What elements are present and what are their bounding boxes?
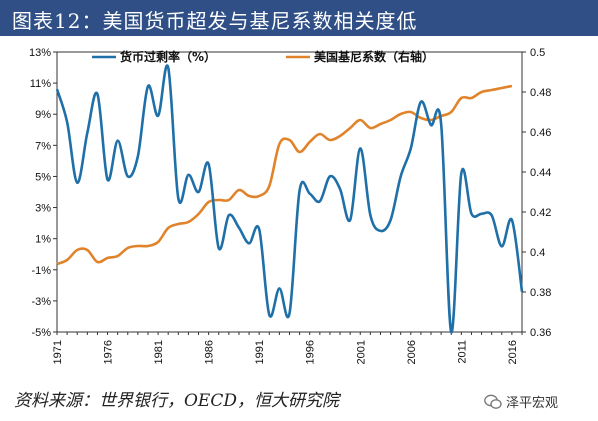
left-tick-label: 11%	[30, 78, 51, 90]
x-tick-label: 1981	[153, 340, 165, 364]
x-tick-label: 2011	[456, 340, 468, 364]
left-tick-label: -3%	[31, 296, 51, 308]
x-axis: 1971 1976 1981 1986 1991 1996 2001 2006 2011 2016	[52, 332, 523, 364]
x-tick-label: 1986	[204, 340, 216, 364]
right-tick-label: 0.4	[530, 247, 545, 259]
left-tick-label: -5%	[31, 327, 51, 339]
x-tick-label: 2001	[355, 340, 367, 364]
left-tick-label: -1%	[31, 265, 51, 277]
legend: 货币过剩率（%） 美国基尼系数（右轴）	[92, 49, 434, 64]
x-tick-label: 2006	[406, 340, 418, 364]
x-tick-label: 1996	[305, 340, 317, 364]
x-tick-label: 1991	[254, 340, 266, 364]
legend-label: 美国基尼系数（右轴）	[314, 49, 434, 64]
line-chart: 13% 11% 9% 7% 5% 3% 1% -1% -3% -5% 0.5 0.48 0.46 0.4…	[29, 47, 551, 364]
right-tick-label: 0.42	[530, 207, 551, 219]
right-tick-label: 0.36	[530, 327, 551, 339]
left-tick-label: 9%	[35, 109, 51, 121]
right-tick-label: 0.48	[530, 87, 551, 99]
watermark-text: 泽平宏观	[506, 396, 559, 411]
right-tick-label: 0.5	[530, 47, 545, 59]
x-tick-label: 1971	[52, 340, 64, 364]
right-tick-label: 0.38	[530, 287, 551, 299]
chart-title: 图表12：美国货币超发与基尼系数相关度低	[12, 9, 418, 33]
plot-frame	[56, 51, 523, 333]
series-line-money-excess	[55, 64, 524, 334]
watermark: 泽平宏观	[484, 392, 558, 411]
series-line-gini	[56, 84, 513, 266]
series-lines	[55, 64, 524, 334]
x-tick-label: 1976	[103, 340, 115, 364]
left-tick-label: 1%	[35, 234, 51, 246]
x-tick-label: 2016	[507, 340, 519, 364]
left-tick-label: 13%	[29, 47, 51, 59]
right-tick-label: 0.44	[530, 167, 551, 179]
plot-border	[56, 51, 523, 333]
right-tick-label: 0.46	[530, 127, 551, 139]
legend-label: 货币过剩率（%）	[120, 49, 216, 64]
source-note: 资料来源：世界银行，OECD，恒大研究院	[14, 391, 339, 411]
left-tick-label: 5%	[35, 171, 51, 183]
left-tick-label: 7%	[35, 140, 51, 152]
left-tick-label: 3%	[35, 203, 51, 215]
title-band: 图表12：美国货币超发与基尼系数相关度低	[0, 0, 598, 36]
left-axis: 13% 11% 9% 7% 5% 3% 1% -1% -3% -5%	[29, 47, 57, 339]
wechat-icon	[484, 394, 502, 409]
right-axis: 0.5 0.48 0.46 0.44 0.42 0.4 0.38 0.36	[522, 47, 551, 339]
